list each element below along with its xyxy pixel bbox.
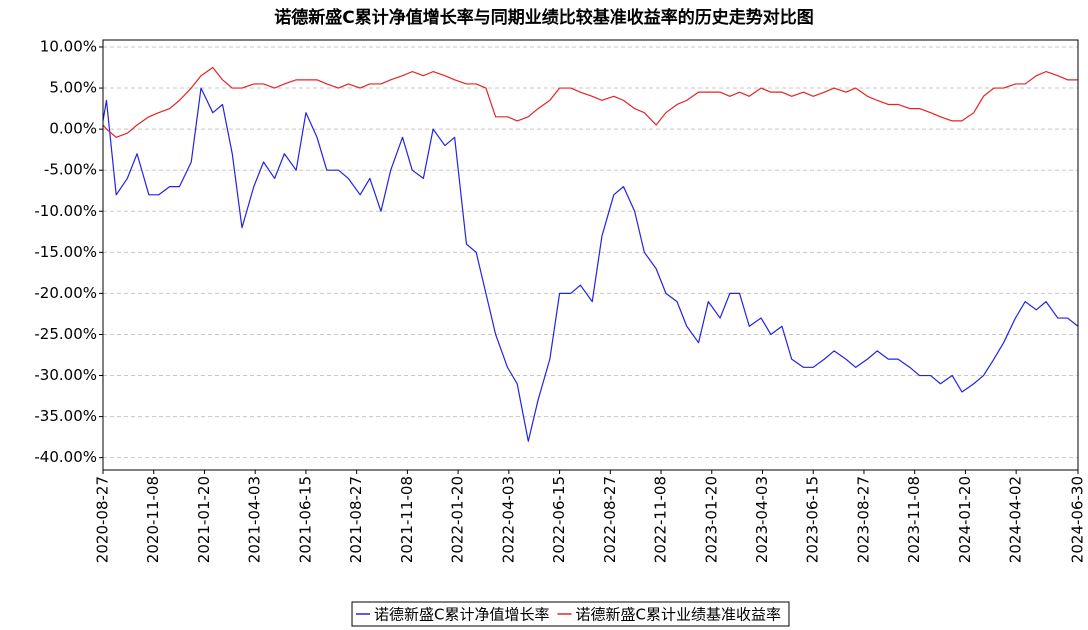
x-tick-label: 2023-01-20 [702, 476, 720, 563]
x-tick-label: 2021-11-08 [398, 476, 416, 563]
grid [103, 46, 1078, 459]
series-line [102, 87, 1079, 442]
y-tick-label: -15.00% [34, 243, 97, 261]
plot-frame [102, 39, 1079, 471]
legend-label: 诺德新盛C累计业绩基准收益率 [576, 606, 781, 624]
x-tick-label: 2021-01-20 [195, 476, 213, 563]
y-tick-label: -40.00% [34, 448, 97, 466]
x-tick-label: 2022-04-03 [499, 476, 517, 563]
y-tick-label: -30.00% [34, 366, 97, 384]
x-tick-label: 2024-01-20 [956, 476, 974, 563]
x-tick-label: 2021-06-15 [296, 476, 314, 563]
x-tick-label: 2024-04-02 [1007, 476, 1025, 563]
x-tick-label: 2023-08-27 [854, 476, 872, 563]
x-tick-label: 2020-08-27 [94, 476, 112, 563]
legend: 诺德新盛C累计净值增长率 诺德新盛C累计业绩基准收益率 [351, 601, 790, 627]
series-line [102, 66, 1078, 138]
x-tick-label: 2024-06-30 [1069, 476, 1087, 563]
x-tick-label: 2023-11-08 [905, 476, 923, 563]
chart-title: 诺德新盛C累计净值增长率与同期业绩比较基准收益率的历史走势对比图 [274, 7, 813, 28]
y-tick-label: -20.00% [34, 284, 97, 302]
x-tick-label: 2022-01-20 [449, 476, 467, 563]
x-tick-label: 2022-08-27 [601, 476, 619, 563]
y-tick-label: -25.00% [34, 325, 97, 343]
y-tick-label: 0.00% [49, 120, 97, 138]
legend-label: 诺德新盛C累计净值增长率 [374, 606, 549, 624]
x-tick-label: 2022-06-15 [550, 476, 568, 563]
x-tick-label: 2021-08-27 [347, 476, 365, 563]
y-tick-label: 5.00% [49, 79, 97, 97]
x-tick-label: 2023-06-15 [804, 476, 822, 563]
lines [102, 66, 1079, 442]
y-tick-label: -10.00% [34, 202, 97, 220]
x-tick-label: 2021-04-03 [246, 476, 264, 563]
y-tick-label: 10.00% [40, 37, 97, 55]
x-tick-label: 2020-11-08 [144, 476, 162, 563]
x-tick-label: 2022-11-08 [652, 476, 670, 563]
axes: 10.00% 5.00% 0.00% -5.00% -10.00% -15.00% -20.… [34, 37, 1086, 563]
x-tick-label: 2023-04-03 [753, 476, 771, 563]
y-tick-label: -5.00% [44, 161, 97, 179]
y-tick-label: -35.00% [34, 407, 97, 425]
